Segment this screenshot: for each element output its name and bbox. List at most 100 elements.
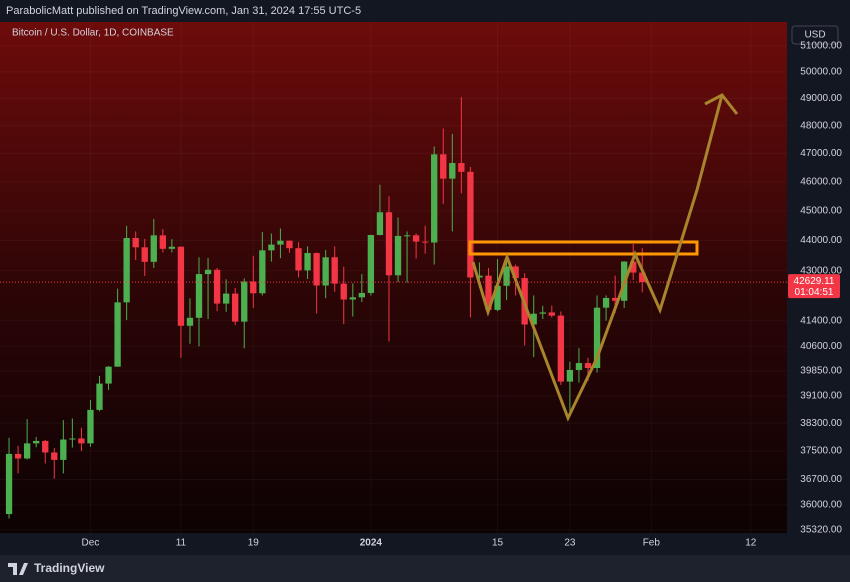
candle-body — [14, 453, 22, 459]
candle-body — [222, 293, 230, 304]
currency-box — [791, 25, 839, 45]
x-tick-label: Dec — [82, 538, 100, 549]
candle-body — [204, 269, 212, 275]
candle-body — [602, 297, 610, 308]
header-bar — [0, 0, 850, 22]
candle-body — [340, 283, 347, 300]
candle-body — [232, 293, 239, 322]
candle-body — [494, 285, 501, 310]
candle-body — [60, 439, 67, 460]
y-tick-label: 44000.00 — [800, 235, 842, 246]
candle-body — [87, 409, 94, 444]
y-tick-label: 51000.00 — [800, 40, 842, 51]
candle-body — [539, 312, 546, 314]
y-tick-label: 36000.00 — [800, 500, 842, 511]
projection-path — [471, 94, 724, 422]
candle-body — [639, 272, 646, 283]
y-tick-label: 45000.00 — [800, 205, 842, 216]
candle-body — [186, 317, 194, 326]
y-tick-label: 36700.00 — [800, 474, 842, 485]
y-tick-label: 39100.00 — [800, 391, 842, 402]
candle-body — [114, 302, 121, 367]
candle-body — [96, 383, 103, 410]
plot-area — [0, 22, 787, 533]
y-tick-label: 41400.00 — [800, 315, 842, 326]
candle-body — [51, 452, 58, 460]
candle-body — [150, 235, 157, 262]
x-tick-label: 19 — [248, 538, 260, 549]
y-tick-label: 48000.00 — [800, 120, 842, 131]
candle-body — [557, 315, 565, 382]
candle-body — [168, 246, 176, 249]
x-tick-label: Feb — [643, 538, 661, 549]
candle-body — [476, 275, 483, 278]
candle-body — [331, 257, 338, 284]
countdown: 01:04:51 — [795, 287, 834, 298]
candle-body — [105, 366, 112, 384]
y-tick-label: 40600.00 — [800, 341, 842, 352]
candle-body — [566, 369, 574, 382]
candle-body — [195, 274, 203, 318]
candle-body — [304, 253, 311, 271]
candle-body — [394, 235, 402, 276]
y-tick-label: 35320.00 — [800, 525, 842, 536]
brand-logo — [8, 563, 28, 575]
candle-body — [42, 440, 49, 453]
x-tick-label: 15 — [492, 538, 504, 549]
candle-body — [611, 297, 619, 301]
candle-body — [177, 246, 185, 326]
candle-body — [78, 438, 85, 444]
candle-body — [376, 212, 384, 236]
projection-arrow — [704, 93, 739, 115]
candle-body — [268, 244, 275, 251]
candle-body — [141, 247, 148, 262]
candle-body — [449, 163, 456, 179]
candle-body — [277, 240, 284, 245]
x-tick-label: 2024 — [360, 538, 383, 549]
candle-body — [458, 163, 465, 172]
candle-body — [349, 297, 356, 300]
candle-body — [5, 453, 13, 515]
candle-body — [503, 266, 510, 286]
footer-bar — [0, 555, 850, 582]
y-tick-label: 49000.00 — [800, 93, 842, 104]
candle-body — [132, 238, 139, 248]
y-tick-label: 47000.00 — [800, 148, 842, 159]
candle-body — [358, 292, 366, 298]
candle-body — [259, 250, 266, 294]
candle-body — [467, 171, 474, 278]
candle-body — [584, 363, 592, 368]
candle-body — [295, 248, 302, 271]
candle-body — [403, 235, 411, 237]
candle-body — [630, 261, 637, 273]
candle-body — [159, 235, 166, 249]
y-tick-label: 43000.00 — [800, 265, 842, 276]
candle-body — [69, 438, 76, 440]
resistance-zone — [468, 240, 699, 256]
last-price-box — [788, 274, 840, 299]
candle-body — [213, 269, 221, 304]
x-tick-label: 11 — [176, 538, 187, 549]
candle-body — [33, 440, 40, 444]
candle-body — [485, 275, 492, 310]
candle-body — [593, 307, 601, 368]
brand: TradingView — [34, 561, 105, 575]
last-price: 42629.11 — [794, 276, 835, 287]
candle-body — [241, 281, 248, 322]
candle-body — [123, 238, 130, 303]
candle-body — [313, 253, 320, 286]
candle-body — [412, 235, 420, 242]
y-tick-label: 38300.00 — [800, 418, 842, 429]
time-axis — [0, 533, 787, 555]
candle-body — [575, 363, 583, 370]
symbol-title: Bitcoin / U.S. Dollar, 1D, COINBASE — [12, 28, 174, 39]
x-tick-label: 12 — [745, 538, 757, 549]
currency: USD — [804, 30, 825, 41]
y-tick-label: 50000.00 — [800, 67, 842, 78]
y-tick-label: 39850.00 — [800, 366, 842, 377]
y-tick-label: 37500.00 — [800, 446, 842, 457]
candle-body — [548, 312, 555, 316]
candle-body — [286, 240, 293, 249]
candle-body — [440, 154, 447, 179]
